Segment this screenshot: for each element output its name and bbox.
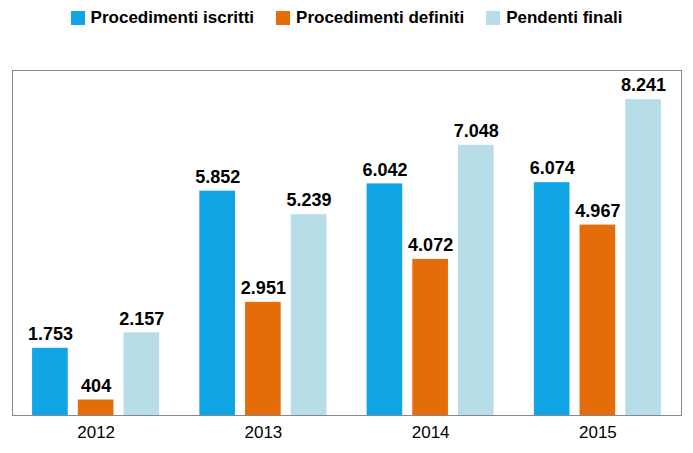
svg-text:6.042: 6.042 [362, 160, 407, 180]
svg-text:8.241: 8.241 [621, 75, 666, 95]
svg-text:4.072: 4.072 [408, 235, 453, 255]
svg-text:4.967: 4.967 [575, 201, 620, 221]
svg-text:2012: 2012 [77, 423, 115, 442]
svg-text:5.852: 5.852 [195, 167, 240, 187]
svg-text:5.239: 5.239 [287, 190, 332, 210]
html-text:Procedimenti definiti: Procedimenti definiti [296, 8, 465, 27]
html-text:Procedimenti iscritti: Procedimenti iscritti [90, 8, 254, 27]
svg-text:2.951: 2.951 [241, 278, 286, 298]
svg-text:1.753: 1.753 [28, 324, 73, 344]
html-text:Pendenti finali: Pendenti finali [506, 8, 623, 27]
svg-text:2014: 2014 [412, 423, 450, 442]
svg-text:2015: 2015 [579, 423, 617, 442]
svg-text:7.048: 7.048 [454, 121, 499, 141]
svg-text:6.074: 6.074 [530, 158, 575, 178]
svg-text:2013: 2013 [244, 423, 282, 442]
svg-text:404: 404 [81, 376, 111, 396]
svg-text:2.157: 2.157 [119, 309, 164, 329]
